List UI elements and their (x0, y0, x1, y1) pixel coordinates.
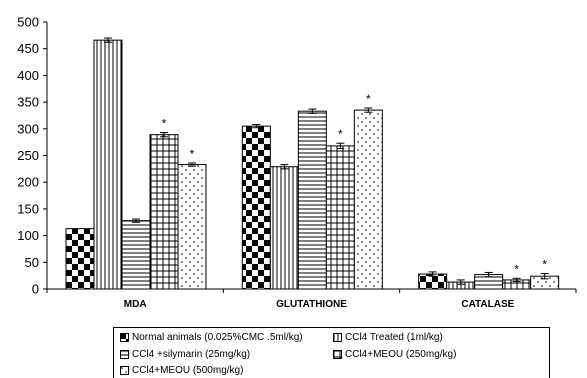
legend-swatch-vlines (333, 333, 342, 342)
y-tick-label: 150 (17, 201, 39, 216)
significance-marker: * (190, 147, 195, 161)
y-tick-label: 250 (17, 148, 39, 163)
significance-marker: * (338, 127, 343, 141)
legend-item-meou-250: CCl4+MEOU (250mg/kg) (333, 349, 456, 360)
legend-item-normal: Normal animals (0.025%CMC .5ml/kg) (120, 332, 303, 343)
significance-marker: * (542, 258, 547, 272)
legend-item-ccl4-treated: CCl4 Treated (1ml/kg) (333, 332, 443, 343)
y-tick-label: 500 (17, 15, 39, 30)
x-category-label: GLUTATHIONE (276, 299, 347, 310)
axes: 0 50 100 150 200 250 300 350 400 450 500 MDA GLUTATH… (17, 15, 577, 310)
significance-marker: * (514, 262, 519, 276)
legend-swatch-dots (120, 366, 129, 375)
legend-label: Normal animals (0.025%CMC .5ml/kg) (132, 332, 303, 343)
bar-grid (149, 134, 179, 290)
bar-checker (65, 228, 95, 290)
legend-swatch-checker (120, 333, 129, 342)
y-tick-label: 350 (17, 95, 39, 110)
bar-dots (353, 109, 383, 290)
significance-marker: * (162, 117, 167, 131)
legend-label: CCl4+MEOU (500mg/kg) (132, 365, 244, 376)
x-category-label: MDA (124, 299, 147, 310)
y-tick-label: 400 (17, 68, 39, 83)
y-tick-label: 100 (17, 228, 39, 243)
y-tick-label: 200 (17, 175, 39, 190)
bar-dots (177, 164, 207, 290)
legend-item-meou-500: CCl4+MEOU (500mg/kg) (120, 365, 243, 376)
bar-hlines (297, 110, 327, 290)
y-tick-label: 50 (25, 255, 39, 270)
x-category-label: CATALASE (461, 299, 514, 310)
legend-swatch-grid (333, 350, 342, 359)
legend-label: CCl4+MEOU (250mg/kg) (345, 349, 457, 360)
bars: * * * * * * (65, 37, 560, 290)
bar-grid (325, 145, 355, 290)
bar-chart: 0 50 100 150 200 250 300 350 400 450 500 MDA GLUTATH… (17, 15, 577, 310)
y-tick-label: 0 (32, 282, 39, 297)
bar-vlines (269, 166, 299, 290)
legend-item-silymarin: CCl4 +silymarin (25mg/kg) (120, 349, 250, 360)
legend-swatch-hlines (120, 350, 129, 359)
legend-label: CCl4 Treated (1ml/kg) (345, 332, 443, 343)
y-tick-label: 450 (17, 41, 39, 56)
significance-marker: * (366, 92, 371, 106)
y-tick-label: 300 (17, 121, 39, 136)
bar-vlines (93, 39, 123, 290)
bar-hlines (121, 220, 151, 290)
legend-label: CCl4 +silymarin (25mg/kg) (132, 349, 251, 360)
bar-checker (241, 125, 271, 290)
legend: Normal animals (0.025%CMC .5ml/kg) CCl4 … (113, 327, 550, 378)
